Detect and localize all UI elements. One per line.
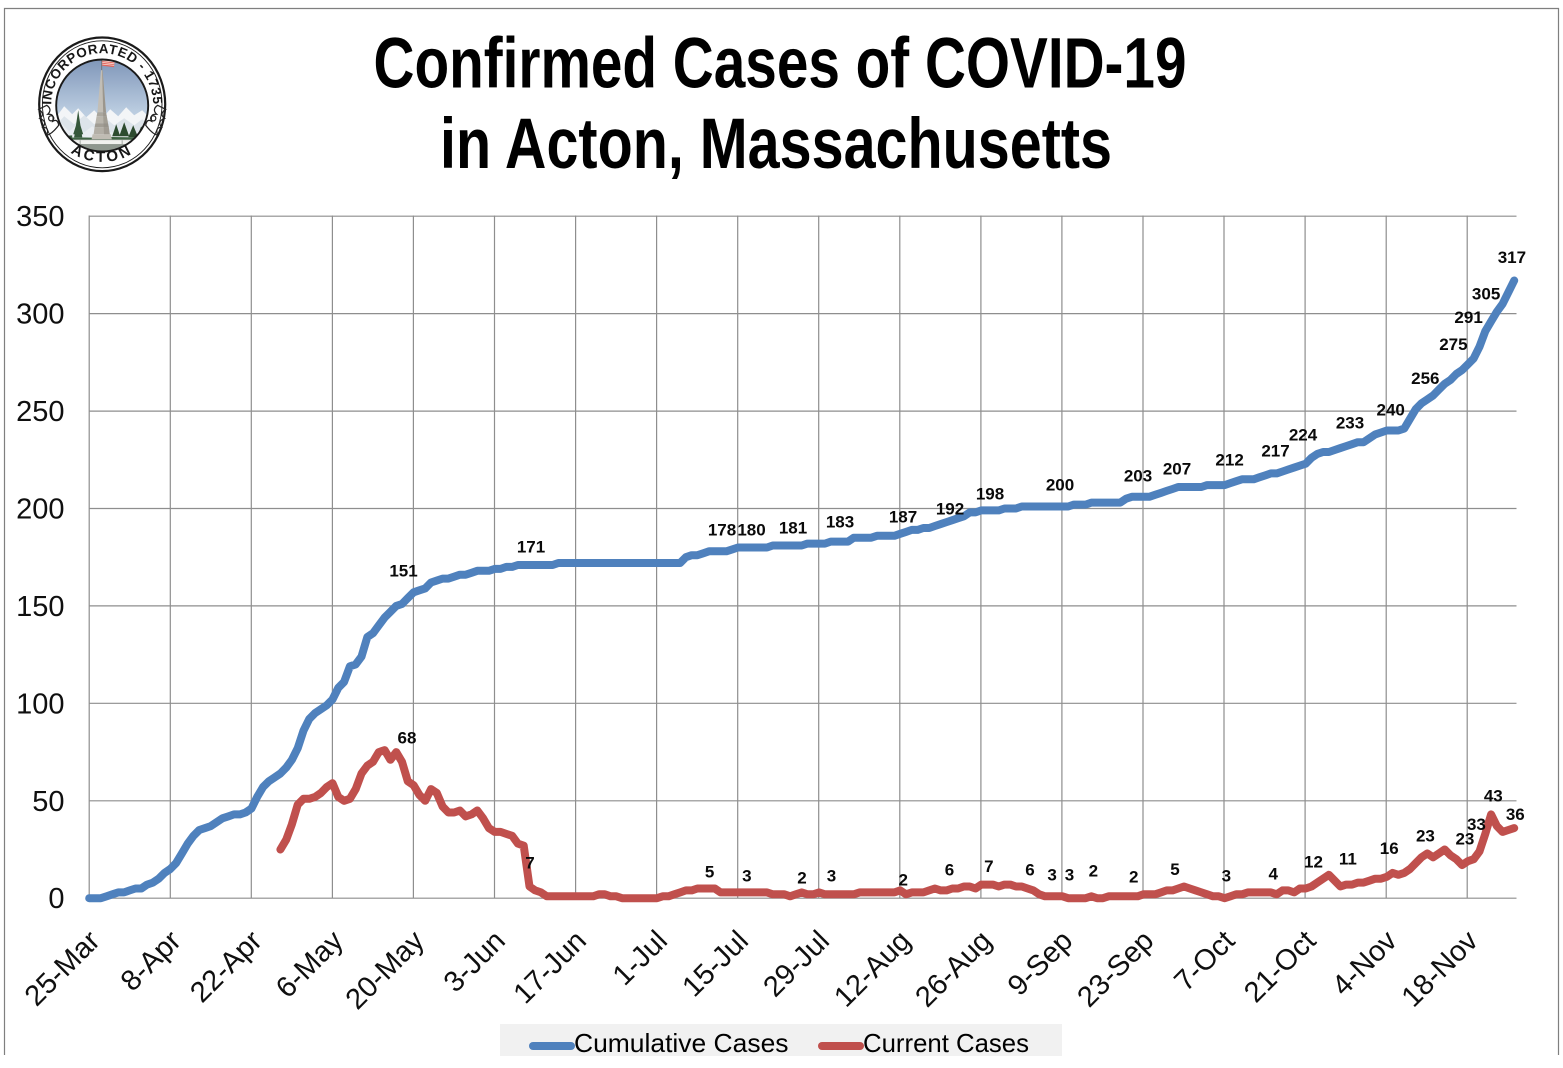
svg-text:3: 3 [1065,865,1074,884]
svg-text:198: 198 [976,484,1004,503]
svg-text:9-Sep: 9-Sep [1002,925,1079,1002]
svg-text:171: 171 [517,537,545,556]
svg-text:212: 212 [1215,450,1243,469]
svg-text:192: 192 [936,499,964,518]
svg-text:8-Apr: 8-Apr [115,925,188,998]
svg-text:200: 200 [1046,475,1074,494]
svg-text:224: 224 [1289,425,1318,444]
svg-text:21-Oct: 21-Oct [1238,925,1322,1009]
svg-text:3: 3 [1047,865,1056,884]
svg-text:Confirmed Cases of COVID-19: Confirmed Cases of COVID-19 [374,25,1187,104]
svg-text:4: 4 [1268,865,1278,884]
svg-text:203: 203 [1124,466,1152,485]
svg-text:0: 0 [48,883,64,915]
svg-text:7-Oct: 7-Oct [1168,925,1241,998]
svg-text:2: 2 [1089,862,1098,881]
svg-text:36: 36 [1506,805,1525,824]
svg-text:25-Mar: 25-Mar [19,925,107,1013]
svg-text:233: 233 [1336,413,1364,432]
svg-text:33: 33 [1467,815,1486,834]
svg-text:305: 305 [1472,285,1500,304]
svg-text:17-Jun: 17-Jun [508,925,593,1010]
svg-text:100: 100 [16,688,64,720]
svg-text:275: 275 [1439,335,1467,354]
svg-text:in Acton, Massachusetts: in Acton, Massachusetts [440,105,1112,184]
svg-text:26-Aug: 26-Aug [909,925,998,1014]
svg-text:3: 3 [1222,866,1231,885]
svg-text:5: 5 [1170,860,1179,879]
svg-text:20-May: 20-May [340,924,431,1015]
svg-text:2: 2 [1129,868,1138,887]
svg-text:350: 350 [16,201,64,233]
svg-text:Cumulative Cases: Cumulative Cases [574,1028,789,1058]
svg-text:29-Jul: 29-Jul [757,925,835,1003]
svg-text:43: 43 [1484,787,1503,806]
svg-text:12-Aug: 12-Aug [828,925,917,1014]
svg-text:240: 240 [1377,400,1405,419]
svg-text:15-Jul: 15-Jul [676,925,754,1003]
svg-text:150: 150 [16,591,64,623]
svg-text:187: 187 [889,507,917,526]
svg-text:Current Cases: Current Cases [863,1028,1029,1058]
svg-text:11: 11 [1339,849,1357,868]
svg-text:16: 16 [1380,839,1399,858]
svg-text:3-Jun: 3-Jun [438,925,512,999]
svg-text:250: 250 [16,396,64,428]
svg-text:291: 291 [1454,308,1482,327]
svg-text:151: 151 [389,561,417,580]
svg-text:4-Nov: 4-Nov [1326,924,1404,1002]
svg-text:23-Sep: 23-Sep [1071,925,1160,1014]
svg-text:23: 23 [1455,830,1474,849]
svg-text:256: 256 [1411,369,1439,388]
svg-text:5: 5 [705,863,714,882]
svg-text:22-Apr: 22-Apr [184,925,268,1009]
svg-text:180: 180 [737,520,765,539]
svg-text:2: 2 [797,869,806,888]
svg-text:178: 178 [708,520,736,539]
svg-text:23: 23 [1416,826,1435,845]
svg-text:207: 207 [1163,459,1191,478]
svg-text:6: 6 [945,861,954,880]
svg-text:200: 200 [16,494,64,526]
svg-text:68: 68 [398,728,417,747]
svg-text:6-May: 6-May [270,924,350,1004]
svg-text:2: 2 [898,871,907,890]
svg-text:183: 183 [826,512,854,531]
svg-text:6: 6 [1025,861,1034,880]
svg-text:7: 7 [984,857,993,876]
svg-text:50: 50 [32,786,64,818]
svg-text:217: 217 [1261,441,1289,460]
svg-text:18-Nov: 18-Nov [1396,924,1485,1013]
svg-text:300: 300 [16,299,64,331]
svg-text:7: 7 [525,853,534,872]
svg-text:317: 317 [1498,248,1526,267]
svg-text:181: 181 [779,518,807,537]
svg-text:1-Jul: 1-Jul [607,925,674,992]
svg-text:3: 3 [827,867,836,886]
svg-text:3: 3 [742,867,751,886]
svg-text:12: 12 [1304,853,1323,872]
